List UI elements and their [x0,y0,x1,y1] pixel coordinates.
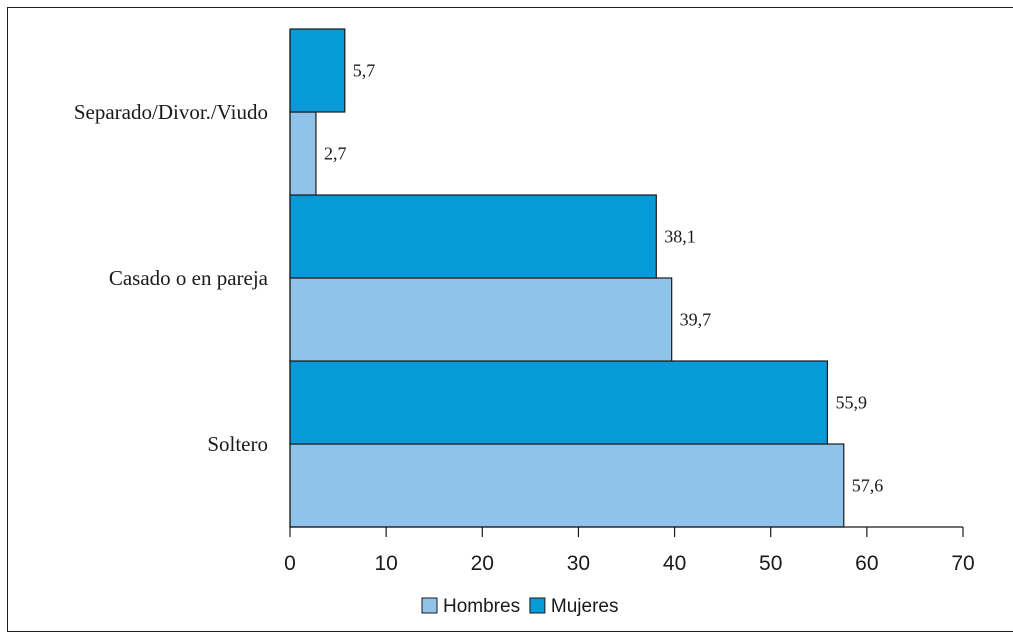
x-tick-label-40: 40 [663,552,686,575]
category-label-1: Casado o en pareja [109,266,269,290]
bar-mujeres-0 [289,360,829,445]
bar-hombres-2 [289,111,317,196]
x-tick-label-20: 20 [471,552,494,575]
data-label-hombres-0: 57,6 [852,476,884,496]
data-label-mujeres-1: 38,1 [664,227,696,247]
data-label-hombres-1: 39,7 [680,310,712,330]
data-label-mujeres-2: 5,7 [353,61,376,81]
data-label-hombres-2: 2,7 [324,144,347,164]
x-tick-label-50: 50 [759,552,782,575]
bar-hombres-1 [289,277,673,362]
bar-mujeres-1 [289,194,657,279]
x-tick-label-70: 70 [951,552,974,575]
x-tick-label-30: 30 [567,552,590,575]
data-label-mujeres-0: 55,9 [835,393,867,413]
bar-mujeres-2 [289,28,346,113]
legend-swatch-hombres [421,597,438,614]
category-label-0: Soltero [207,432,268,456]
bar-hombres-0 [289,443,845,528]
legend-label-hombres: Hombres [443,596,520,617]
x-tick-label-60: 60 [855,552,878,575]
legend-swatch-mujeres [529,597,546,614]
x-tick-label-0: 0 [284,552,296,575]
x-tick-label-10: 10 [374,552,397,575]
category-label-2: Separado/Divor./Viudo [74,100,268,124]
legend-label-mujeres: Mujeres [551,596,619,617]
